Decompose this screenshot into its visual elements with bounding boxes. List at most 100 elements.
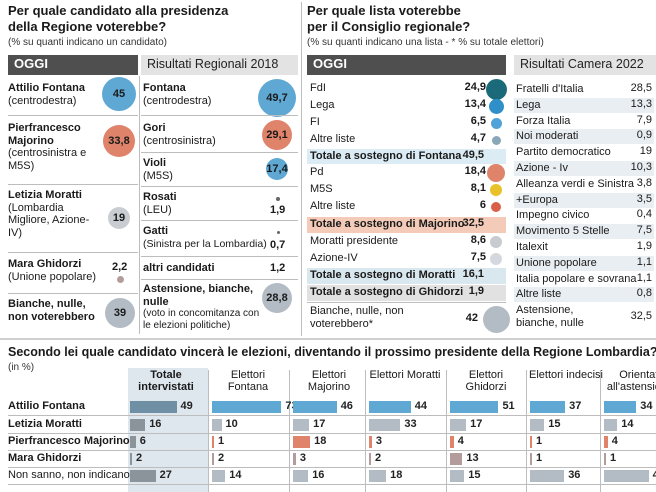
today-row-ghidorzi: Mara Ghidorzi (Unione popolare)	[8, 258, 108, 283]
camera-label: Altre liste	[516, 288, 562, 301]
bar-cell: 3	[369, 435, 439, 448]
camera-value: 3,8	[636, 176, 652, 189]
bar-label: 15	[548, 418, 561, 430]
bar	[604, 470, 649, 482]
bar-cell: 15	[530, 418, 600, 431]
bottom-subtitle: (in %)	[8, 362, 35, 373]
camera-row: Italia popolare e sovrana 1,1	[514, 272, 654, 287]
past-dot	[276, 197, 280, 201]
list-row: FI 6,5	[307, 115, 506, 131]
bar-label: 36	[568, 469, 581, 481]
past-row-astensione: Astensione, bianche, nulle (voto in conc…	[143, 283, 263, 331]
bar	[212, 470, 226, 482]
bar-label: 49	[180, 400, 193, 412]
past-row-gori: Gori (centrosinistra)	[143, 122, 253, 147]
bar-label: 13	[466, 452, 479, 464]
camera-label: Italia popolare e sovrana	[516, 272, 637, 285]
list-row: M5S 8,1	[307, 182, 506, 198]
bar-cell: 1	[604, 452, 656, 465]
bar-cell: 4	[604, 435, 656, 448]
bar	[369, 401, 411, 413]
bar-cell: 16	[293, 469, 363, 482]
list-label: FdI	[310, 82, 326, 94]
bar-label: 10	[225, 418, 238, 430]
bar-label: 14	[621, 418, 634, 430]
column-header: Elettori Ghidorzi	[465, 369, 507, 394]
list-row: Moratti presidente 8,6	[307, 234, 506, 250]
bar	[130, 453, 132, 465]
today-circle: 33,8	[103, 125, 135, 157]
row-label: Pierfrancesco Majorino	[8, 435, 130, 447]
bar	[212, 436, 214, 448]
today-desc: (centrosinistra e M5S)	[8, 147, 87, 172]
past-circle: 49,7	[258, 79, 296, 117]
camera-row: +Europa 3,5	[514, 192, 654, 208]
bar-label: 51	[502, 400, 515, 412]
bar	[450, 436, 454, 448]
list-label: M5S	[310, 183, 333, 195]
bar-cell: 44	[369, 400, 439, 413]
camera-value: 1,1	[636, 271, 652, 284]
bar-cell: 51	[450, 400, 520, 413]
bar-label: 2	[375, 452, 382, 464]
list-value: 7,5	[470, 251, 486, 263]
camera-row: Unione popolare 1,1	[514, 255, 654, 271]
bar	[130, 470, 156, 482]
past-row-rosati: Rosati (LEU)	[143, 191, 253, 216]
list-value: 18,4	[464, 165, 486, 177]
bar-cell: 27	[130, 469, 200, 482]
bar-label: 6	[139, 435, 146, 447]
camera-row: Noi moderati 0,9	[514, 129, 654, 145]
left-header-past: Risultati Regionali 2018	[141, 55, 298, 75]
list-dot	[485, 78, 507, 100]
bar-cell: 10	[212, 418, 282, 431]
column-header: Orientati all'astensione	[606, 369, 656, 394]
list-label: Moratti presidente	[310, 235, 399, 247]
camera-label: Impegno civico	[516, 209, 590, 222]
list-row: Totale a sostegno di Fontana 49,5	[307, 149, 506, 164]
past-value: 0,7	[270, 239, 286, 251]
list-label: Totale a sostegno di Majorino	[310, 218, 465, 230]
list-label: Bianche, nulle, non voterebbero*	[310, 305, 404, 330]
bar	[604, 436, 608, 448]
today-value: 2,2	[112, 261, 128, 273]
list-label: Lega	[310, 99, 335, 111]
bar-cell: 49	[130, 400, 200, 413]
bar-label: 16	[149, 418, 162, 430]
bar-cell: 14	[212, 469, 282, 482]
bar	[293, 470, 309, 482]
middle-title-line2: per il Consiglio regionale?	[307, 18, 471, 34]
bar	[212, 419, 222, 431]
camera-row: Altre liste 0,8	[514, 287, 654, 303]
bar	[450, 453, 463, 465]
left-title: Per quale candidato alla presidenza dell…	[8, 3, 298, 34]
bar	[212, 453, 214, 465]
column-header: Elettori Fontana	[227, 369, 269, 394]
past-desc: (centrosinistra)	[143, 134, 216, 147]
list-value: 6	[479, 199, 486, 211]
camera-value: 19	[639, 145, 652, 158]
past-circle: 28,8	[262, 283, 292, 313]
camera-row: Partito democratico 19	[514, 145, 654, 160]
list-dot	[490, 236, 502, 248]
today-name: Attilio Fontana	[8, 82, 85, 94]
bar	[450, 419, 467, 431]
camera-row: Italexit 1,9	[514, 240, 654, 255]
bar-cell: 36	[530, 469, 600, 482]
bar	[530, 470, 565, 482]
list-dot	[482, 305, 510, 333]
list-row: Altre liste 4,7	[307, 132, 506, 148]
bar-label: 1	[610, 452, 617, 464]
list-dot	[491, 135, 501, 145]
camera-row: Forza Italia 7,9	[514, 114, 654, 129]
past-name: Gatti	[143, 225, 169, 237]
list-value: 16,1	[462, 268, 484, 280]
camera-label: Astensione, bianche, nulle	[516, 304, 584, 329]
past-row-fontana: Fontana (centrodestra)	[143, 82, 253, 107]
right-header: Risultati Camera 2022	[514, 55, 656, 75]
bar	[293, 436, 311, 448]
bar-label: 18	[390, 469, 403, 481]
bar-cell: 17	[293, 418, 363, 431]
camera-value: 10,3	[630, 161, 652, 173]
list-dot	[487, 164, 505, 182]
